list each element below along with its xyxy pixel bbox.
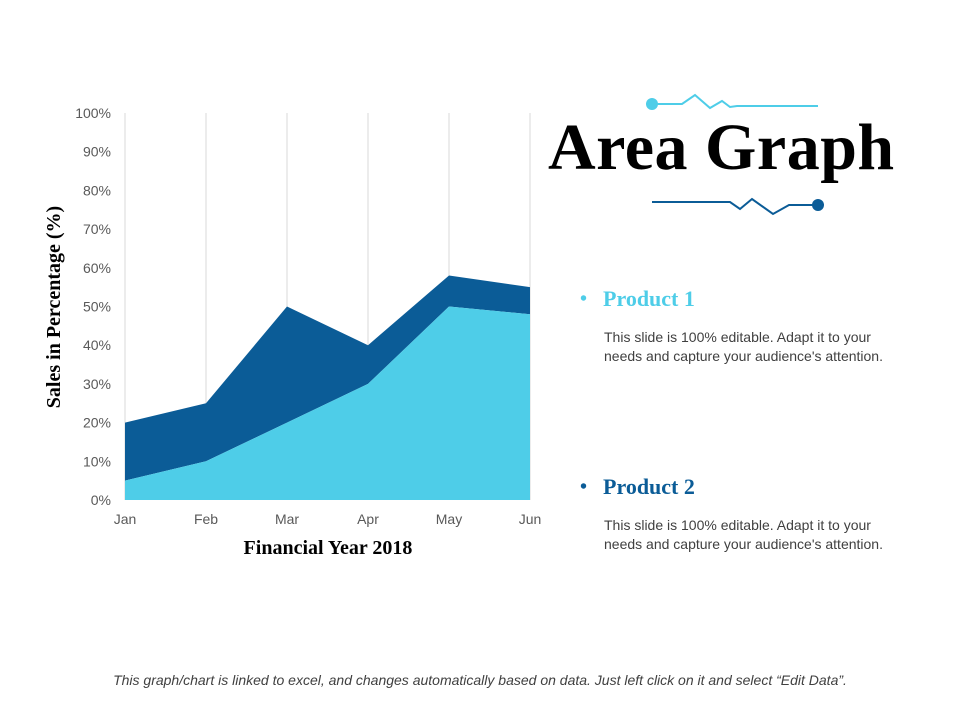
decor-dot-icon (812, 199, 824, 211)
x-tick-label: May (436, 511, 462, 527)
footer-note: This graph/chart is linked to excel, and… (113, 672, 847, 688)
y-tick-label: 60% (83, 260, 111, 276)
bullet-icon: • (580, 288, 588, 310)
decor-line-bottom (652, 197, 818, 216)
x-tick-label: Mar (275, 511, 299, 527)
area-series-product-2 (125, 275, 530, 481)
y-axis-title: Sales in Percentage (%) (43, 206, 65, 408)
y-tick-label: 80% (83, 182, 111, 198)
y-tick-label: 10% (83, 453, 111, 469)
title-decoration-bottom (652, 197, 824, 216)
product-1-description: This slide is 100% editable. Adapt it to… (604, 329, 883, 364)
bullet-icon: • (580, 476, 588, 498)
product-1-block: • Product 1 This slide is 100% editable.… (580, 286, 920, 366)
y-tick-label: 50% (83, 299, 111, 315)
y-tick-label: 30% (83, 376, 111, 392)
decor-line-top (652, 93, 818, 110)
x-tick-label: Jan (114, 511, 137, 527)
slide-title: Area Graph (548, 111, 895, 184)
product-2-block: • Product 2 This slide is 100% editable.… (580, 474, 920, 554)
y-tick-label: 100% (75, 105, 111, 121)
product-2-name: Product 2 (603, 474, 695, 499)
x-axis-title: Financial Year 2018 (244, 537, 413, 559)
product-1-name: Product 1 (603, 286, 695, 311)
x-tick-label: Feb (194, 511, 218, 527)
x-tick-label: Apr (357, 511, 379, 527)
y-tick-label: 70% (83, 221, 111, 237)
y-tick-label: 0% (91, 492, 111, 508)
area-series-product-1 (125, 306, 530, 500)
x-tick-label: Jun (519, 511, 542, 527)
y-tick-label: 20% (83, 415, 111, 431)
y-tick-label: 90% (83, 144, 111, 160)
y-tick-label: 40% (83, 337, 111, 353)
product-2-description: This slide is 100% editable. Adapt it to… (604, 517, 883, 552)
title-decoration-top (646, 93, 818, 110)
